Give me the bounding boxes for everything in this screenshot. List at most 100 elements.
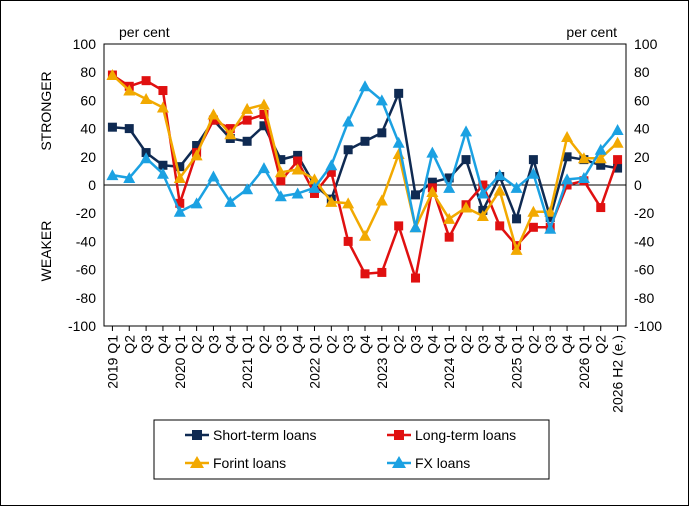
data-point [257,98,270,110]
data-point [140,92,153,104]
data-point [224,128,237,140]
label-weaker: WEAKER [38,221,54,282]
data-point [545,212,555,222]
x-tick-label: 2022 Q1 [306,335,322,389]
x-tick-label: 2020 Q1 [172,335,188,389]
data-point [426,146,439,158]
data-point [343,236,353,246]
y-tick-left: 40 [80,121,96,137]
y-tick-left: -40 [76,233,96,249]
data-point [158,160,168,170]
x-tick-label: Q2 [189,335,205,354]
left-axis: 100 80 60 40 20 0 -20 -40 -60 -80 -100 [68,36,96,334]
data-point [493,184,506,196]
x-tick-label: Q3 [542,335,558,354]
data-point [394,88,404,98]
y-tick-left: -80 [76,290,96,306]
data-point [460,201,473,213]
y-tick-left: 20 [80,149,96,165]
data-point [359,229,371,241]
data-point [411,273,421,283]
x-tick-label: Q4 [357,335,373,354]
data-point [173,171,186,183]
y-tick-right: 40 [634,121,650,137]
data-point [611,124,624,136]
data-point [158,86,168,96]
x-tick-label: Q3 [205,335,221,354]
data-point [544,222,557,234]
label-stronger: STRONGER [38,71,54,150]
data-point [156,167,169,179]
data-point [343,145,353,155]
data-point [106,69,119,81]
legend-label-short-term: Short-term loans [213,427,316,443]
x-tick-label: Q3 [475,335,491,354]
x-tick-label: 2026 H2 (e.) [610,335,626,413]
legend-label-forint: Forint loans [213,455,286,471]
data-point [426,186,439,198]
y-tick-left: 0 [88,177,96,193]
y-tick-right: 100 [634,36,658,52]
data-point [308,181,321,193]
x-tick-label: Q2 [525,335,541,354]
data-point [259,110,269,119]
data-point [409,221,422,233]
data-point [257,162,270,174]
data-point [561,173,574,185]
data-point [123,84,136,96]
data-point [561,131,574,143]
x-tick-label: Q3 [340,335,356,354]
data-point [274,166,287,178]
data-point [377,267,387,277]
x-tick-label: Q4 [290,335,306,354]
data-point [460,125,473,137]
data-point [594,143,607,155]
data-point [326,167,336,177]
legend-box [153,419,550,480]
data-point [342,197,355,209]
x-tick-label: 2021 Q1 [239,335,255,389]
data-point [562,152,572,162]
data-point [577,152,590,164]
data-point [493,169,506,181]
data-point [443,212,456,224]
legend-label-fx: FX loans [415,455,470,471]
x-tick-label: Q2 [323,335,339,354]
y-tick-right: -80 [634,290,654,306]
data-point [175,162,185,172]
data-point [342,115,355,127]
series-layer [106,69,624,283]
legend-label-long-term: Long-term loans [415,427,516,443]
unit-label-left: per cent [119,24,170,40]
data-point [291,163,304,175]
data-point [140,152,153,164]
data-point [528,222,538,232]
data-point [309,188,319,198]
x-tick-label: Q2 [256,335,272,354]
x-tick-label: 2019 Q1 [104,335,120,389]
legend: Short-term loans Long-term loans Forint … [153,419,550,480]
data-point [512,214,522,224]
data-point [577,171,590,183]
y-tick-right: 80 [634,64,650,80]
data-point [596,203,606,213]
data-point [190,197,203,209]
legend-item-fx: FX loans [387,455,470,471]
data-point [461,155,471,165]
data-point [444,232,454,242]
data-point [359,80,371,92]
x-tick-label: Q2 [391,335,407,354]
data-point [392,136,405,148]
data-point [613,163,623,173]
legend-item-short-term: Short-term loans [185,427,316,443]
y-tick-left: -20 [76,205,96,221]
data-point [141,76,151,86]
data-point [476,210,489,222]
x-tick-label: 2024 Q1 [441,335,457,389]
data-point [241,183,254,195]
x-tick-label: Q4 [155,335,171,354]
data-point [190,149,203,161]
data-point [476,187,489,199]
data-point [544,205,557,217]
